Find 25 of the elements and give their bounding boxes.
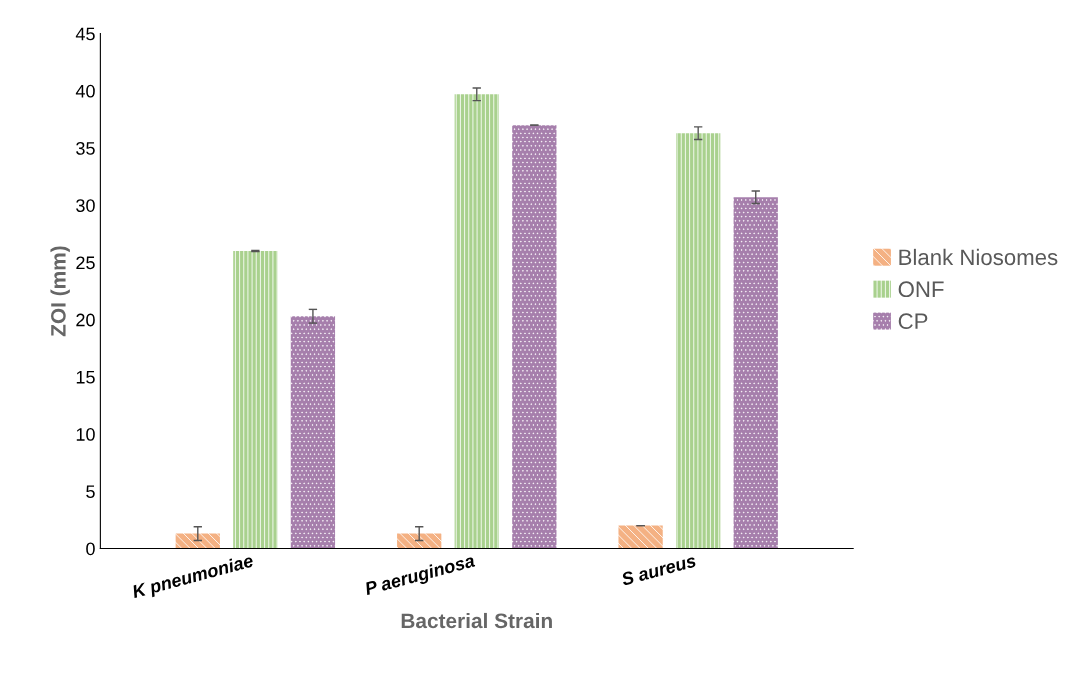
legend-label: Blank Niosomes	[899, 248, 1058, 266]
y-tick-label: 30	[76, 199, 95, 212]
legend-label: ONF	[898, 281, 944, 298]
bar	[233, 251, 278, 549]
bar	[454, 94, 499, 549]
bar	[733, 197, 778, 549]
y-tick-label: 25	[76, 256, 95, 270]
y-tick-label: 5	[86, 485, 95, 499]
y-tick-label: 40	[75, 84, 95, 98]
bar	[397, 533, 442, 549]
x-tick-label: S aureus	[620, 553, 697, 586]
y-tick-label: 45	[75, 27, 95, 41]
bar	[290, 316, 336, 549]
y-tick-label: 35	[76, 141, 95, 155]
y-tick-label: 15	[76, 371, 95, 384]
y-tick-label: 10	[76, 428, 95, 441]
x-axis-title: Bacterial Strain	[401, 612, 552, 629]
y-tick-label: 0	[86, 542, 95, 556]
y-tick-label: 20	[76, 313, 95, 327]
bar	[676, 133, 721, 549]
bar	[175, 533, 220, 549]
legend-label: CP	[898, 313, 928, 330]
bar	[618, 525, 663, 549]
bar	[512, 125, 557, 549]
y-axis-title: ZOI (mm)	[50, 246, 70, 337]
